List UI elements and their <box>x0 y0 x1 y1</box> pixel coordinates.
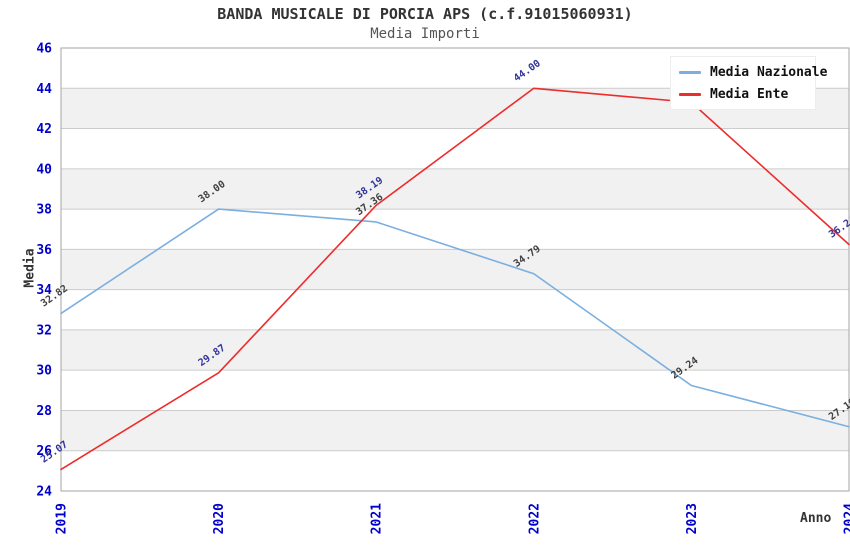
y-tick-label: 38 <box>36 203 52 218</box>
grid-band <box>61 168 849 210</box>
y-axis-title: Media <box>22 248 38 288</box>
x-tick-label: 2021 <box>370 503 385 534</box>
x-tick-label: 2022 <box>527 503 542 534</box>
legend-label-media-nazionale: Media Nazionale <box>710 64 828 80</box>
y-tick-label: 32 <box>36 323 52 338</box>
y-tick-label: 42 <box>36 122 52 137</box>
legend-item-media-nazionale: Media Nazionale <box>679 63 827 81</box>
plot-border <box>60 47 850 492</box>
chart-subtitle: Media Importi <box>370 26 480 42</box>
point-label-media-ente: 44.00 <box>512 58 543 84</box>
y-tick-label: 30 <box>36 364 52 379</box>
chart-title: BANDA MUSICALE DI PORCIA APS (c.f.910150… <box>217 5 633 23</box>
series-line-media-nazionale <box>60 208 850 428</box>
media-ente-line-swatch <box>679 92 701 96</box>
legend-label-media-ente: Media Ente <box>710 86 789 102</box>
x-tick-label: 2019 <box>55 503 70 534</box>
y-tick-label: 34 <box>36 283 52 298</box>
y-tick-label: 44 <box>36 82 52 97</box>
y-tick-label: 26 <box>36 444 52 459</box>
y-tick-label: 28 <box>36 404 52 419</box>
x-tick-label: 2023 <box>685 503 700 534</box>
grid-band <box>61 410 849 451</box>
x-tick-label: 2020 <box>212 503 227 534</box>
legend: Media Nazionale Media Ente <box>670 56 827 110</box>
grid-band <box>61 249 849 290</box>
y-tick-label: 24 <box>36 485 52 500</box>
x-tick-label: 2024 <box>843 503 850 534</box>
y-tick-label: 40 <box>36 162 52 177</box>
media-nazionale-line-swatch <box>679 70 701 74</box>
grid-band <box>61 329 849 371</box>
y-tick-label: 46 <box>36 42 52 57</box>
y-tick-label: 36 <box>36 243 52 258</box>
legend-item-media-ente: Media Ente <box>679 85 807 103</box>
series-line-media-ente <box>60 87 850 471</box>
point-label-media-ente: 25.07 <box>39 439 70 465</box>
x-axis-title: Anno <box>800 511 832 526</box>
